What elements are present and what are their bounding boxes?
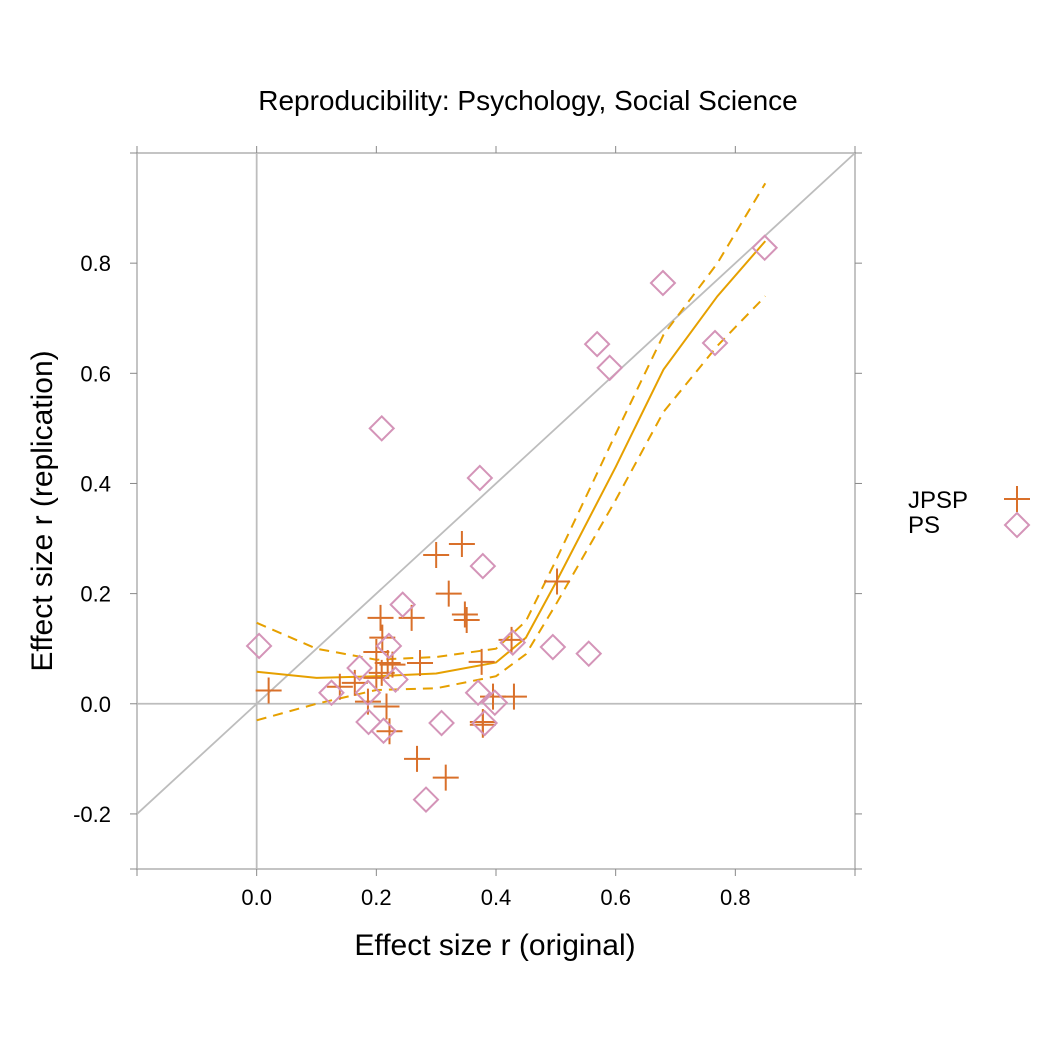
jpsp-point [373, 693, 400, 720]
ps-point [583, 330, 611, 358]
ps-point [370, 717, 397, 745]
ps-point [466, 464, 494, 492]
ps-point [701, 329, 729, 357]
ps-point [368, 414, 396, 442]
jpsp-point [423, 542, 450, 569]
lower-confidence-band [256, 295, 767, 722]
ps-point [245, 632, 273, 660]
ps-point [596, 354, 624, 382]
ps-point [389, 591, 417, 619]
jpsp-point [369, 624, 396, 651]
x-tick-label: 0.6 [600, 885, 631, 910]
legend-marker-ps [1003, 511, 1031, 539]
legend-marker-jpsp [1004, 486, 1030, 512]
ps-point [575, 640, 603, 668]
jpsp-point [363, 638, 390, 665]
ps-point [382, 666, 409, 693]
ps-point [464, 679, 492, 707]
ps-point [428, 709, 455, 737]
jpsp-point [374, 650, 401, 677]
y-tick-label: 0.0 [80, 692, 111, 717]
ps-point [499, 629, 527, 657]
legend-label-ps: PS [908, 512, 940, 539]
ps-point [412, 786, 440, 814]
legend-label-jpsp: JPSP [908, 487, 968, 514]
jpsp-point [367, 604, 394, 631]
x-tick-label: 0.8 [720, 885, 751, 910]
y-axis-label: Effect size r (replication) [26, 350, 59, 671]
ps-point [539, 633, 567, 661]
ps-point [481, 689, 509, 717]
y-tick-label: 0.2 [80, 582, 111, 607]
jpsp-point [255, 677, 282, 704]
jpsp-point [544, 568, 571, 595]
y-tick-label: -0.2 [73, 802, 111, 827]
legend: JPSP PS [908, 486, 1031, 539]
upper-confidence-band [256, 182, 767, 661]
jpsp-point [435, 580, 462, 607]
plot-area: 0.0 0.2 0.4 0.6 0.8 -0.2 0.0 0.2 0.4 0.6 0.8 [73, 146, 862, 910]
identity-line [136, 152, 856, 815]
jpsp-point [453, 607, 480, 634]
ps-point [469, 552, 497, 580]
jpsp-point [432, 764, 459, 791]
y-tick-label: 0.4 [80, 471, 111, 496]
ps-point [471, 709, 499, 737]
jpsp-point [404, 745, 431, 772]
y-tick-label: 0.8 [80, 251, 111, 276]
ps-point [751, 234, 779, 262]
ps-point [649, 269, 677, 297]
ps-point [375, 632, 403, 660]
chart-title: Reproducibility: Psychology, Social Scie… [258, 85, 798, 116]
jpsp-point [451, 601, 478, 628]
ps-point [355, 708, 382, 736]
jpsp-point [376, 718, 403, 745]
jpsp-point [407, 650, 434, 677]
jpsp-point [448, 531, 475, 558]
jpsp-point [500, 683, 527, 710]
jpsp-point [468, 648, 495, 675]
y-tick-label: 0.6 [80, 361, 111, 386]
x-axis-label: Effect size r (original) [354, 929, 635, 962]
x-tick-label: 0.2 [361, 885, 392, 910]
ps-point [346, 654, 373, 682]
jpsp-point [398, 604, 425, 631]
ps-point [318, 679, 345, 707]
x-tick-label: 0.0 [241, 885, 272, 910]
ps-point [354, 679, 382, 707]
x-tick-label: 0.4 [481, 885, 512, 910]
